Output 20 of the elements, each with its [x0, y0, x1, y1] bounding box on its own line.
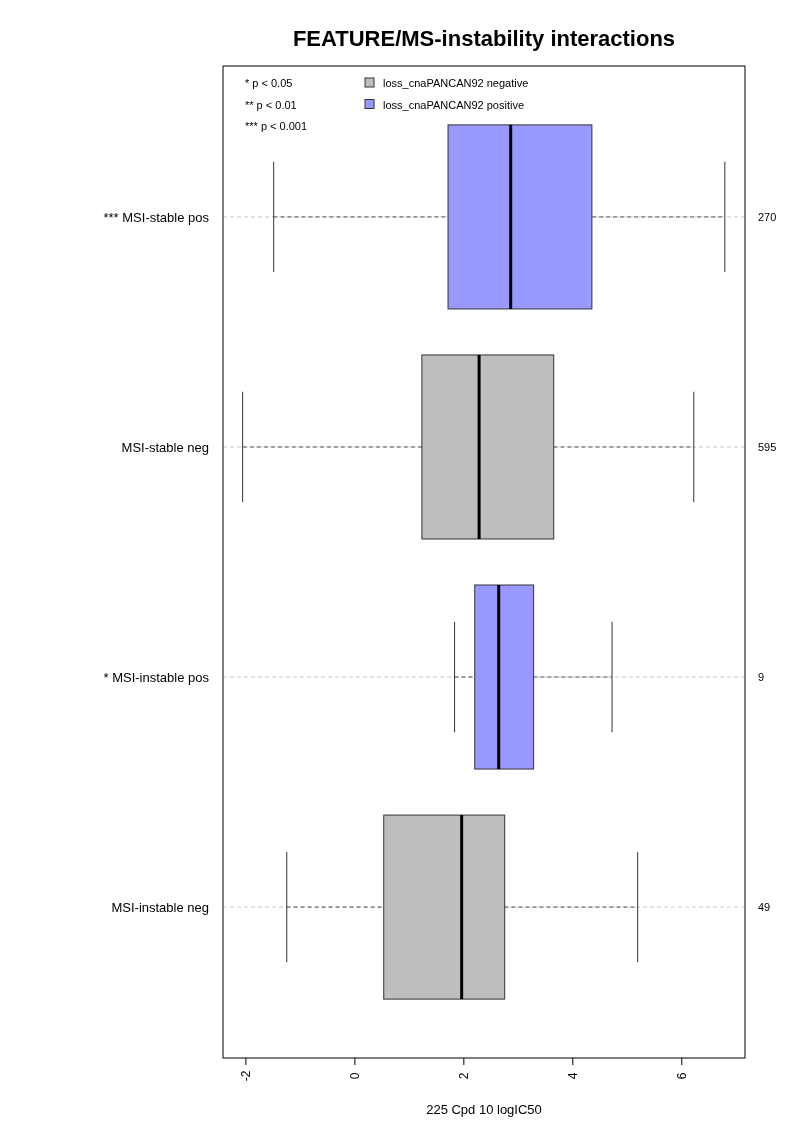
text: 595: [758, 440, 777, 453]
x-tick-label: 0: [347, 1072, 362, 1080]
y-tick-label: * MSI-instable pos: [103, 670, 210, 686]
x-axis-title: 225 Cpd 10 logIC50: [426, 1102, 542, 1117]
x-tick-label: 6: [674, 1072, 689, 1080]
y-tick-label: MSI-stable neg: [121, 439, 209, 455]
chart-title: FEATURE/MS-instability interactions: [292, 26, 676, 51]
x-tick-label: 4: [565, 1072, 580, 1080]
y-tick-label: MSI-instable neg: [111, 900, 209, 916]
x-tick-label: 2: [456, 1072, 471, 1080]
annotation: *** p < 0.001: [245, 120, 308, 132]
y-tick-label: *** MSI-stable pos: [103, 209, 210, 225]
text: 270: [758, 210, 777, 223]
annotation: ** p < 0.01: [245, 98, 297, 111]
legend-label: loss_cnaPANCAN92 positive: [383, 98, 525, 111]
legend-label: loss_cnaPANCAN92 negative: [383, 77, 529, 89]
text: 49: [758, 901, 771, 914]
x-tick-label: -2: [238, 1070, 253, 1082]
annotation: * p < 0.05: [245, 77, 293, 89]
text: 9: [758, 671, 765, 684]
